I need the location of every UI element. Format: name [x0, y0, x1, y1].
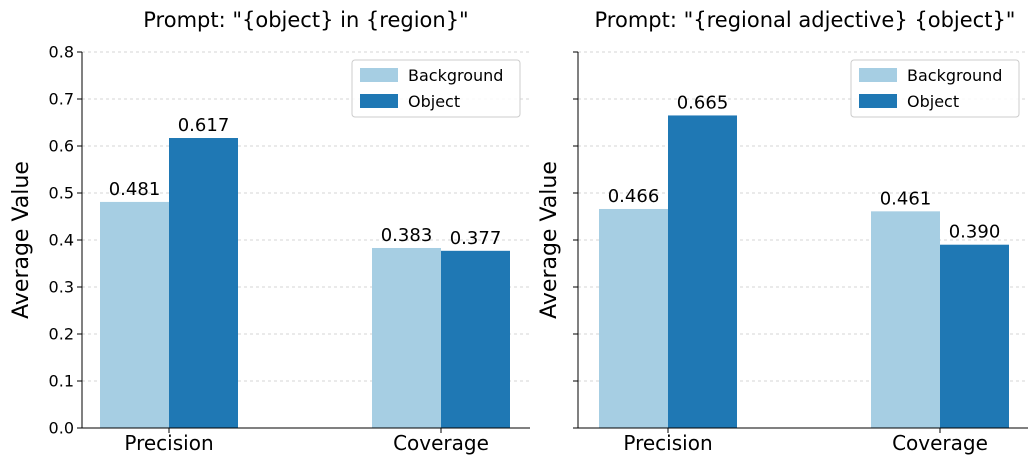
y-axis-label: Average Value [537, 161, 562, 319]
bar-object-coverage [441, 250, 510, 428]
bar-background-coverage [372, 247, 441, 428]
legend: Background Object [850, 59, 1020, 118]
y-axis-label: Average Value [9, 161, 34, 319]
data-label: 0.377 [450, 228, 502, 249]
chart-title: Prompt: "{object} in {region}" [143, 8, 468, 32]
data-label: 0.461 [880, 188, 932, 209]
data-label: 0.481 [109, 179, 161, 200]
bar-background-precision [599, 208, 668, 428]
legend: Background Object [351, 59, 521, 118]
data-label: 0.390 [949, 222, 1001, 243]
chart-title: Prompt: "{regional adjective} {object}" [595, 8, 1016, 32]
legend-label: Background [907, 66, 1002, 85]
data-label: 0.383 [381, 225, 433, 246]
y-tick-label: 0.2 [49, 325, 74, 344]
bar-background-coverage [871, 211, 940, 428]
y-tick-label: 0.4 [49, 231, 74, 250]
data-label: 0.665 [677, 92, 729, 113]
legend-swatch [360, 68, 398, 82]
y-tick-label: 0.3 [49, 278, 74, 297]
x-tick-label: Coverage [393, 431, 489, 455]
bar-object-precision [668, 115, 737, 428]
legend-label: Background [408, 66, 503, 85]
y-tick-label: 0.0 [49, 419, 74, 438]
legend-label: Object [408, 92, 460, 111]
x-tick-label: Coverage [892, 431, 988, 455]
x-tick-label: Precision [124, 431, 213, 455]
x-tick-label: Precision [623, 431, 712, 455]
y-tick-label: 0.7 [49, 90, 74, 109]
bar-object-precision [169, 138, 238, 428]
chart-panel-1: 0.0 0.1 0.2 0.3 0.4 0.5 0.6 0.7 0.8 0.481 0.383 0.6… [9, 8, 530, 455]
bar-background-precision [100, 201, 169, 428]
y-tick-label: 0.8 [49, 43, 74, 62]
data-label: 0.466 [608, 186, 660, 207]
legend-label: Object [907, 92, 959, 111]
chart-panel-2: 0.466 0.461 0.665 0.390 Precision Coverage Pro… [537, 8, 1028, 455]
y-tick-label: 0.5 [49, 184, 74, 203]
legend-swatch [360, 94, 398, 108]
bar-object-coverage [940, 244, 1009, 428]
legend-swatch [859, 68, 897, 82]
data-label: 0.617 [178, 115, 230, 136]
y-tick-label: 0.1 [49, 372, 74, 391]
legend-swatch [859, 94, 897, 108]
y-tick-label: 0.6 [49, 137, 74, 156]
